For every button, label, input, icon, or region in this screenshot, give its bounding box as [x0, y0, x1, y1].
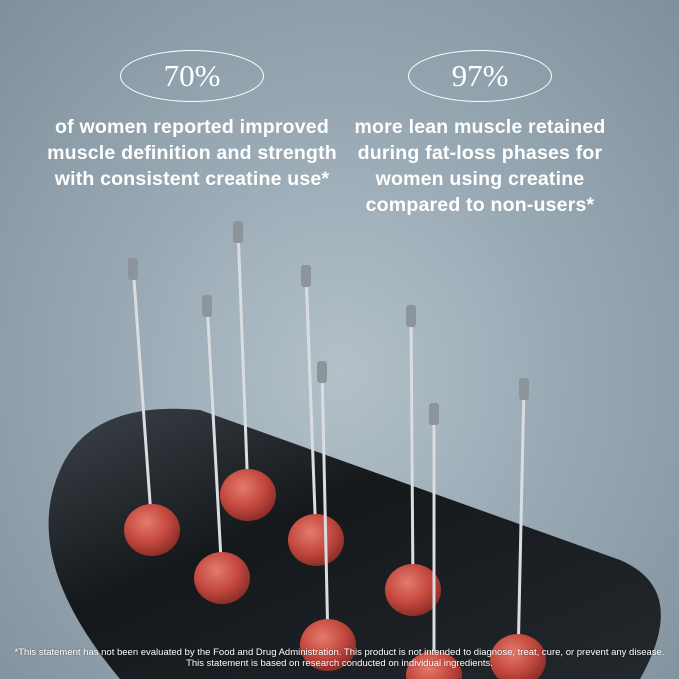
gummy	[385, 564, 441, 616]
skewer-cap	[519, 378, 529, 400]
tray	[48, 408, 661, 679]
skewer-stick	[304, 271, 318, 541]
skewer-cap	[406, 305, 416, 327]
disclaimer-line-2: This statement is based on research cond…	[186, 658, 493, 669]
skewer-stick	[131, 264, 154, 531]
skewer-stick	[205, 301, 224, 579]
skewer-stick	[236, 227, 250, 496]
gummy-sticks	[124, 221, 546, 679]
disclaimer-line-1: *This statement has not been evaluated b…	[14, 647, 665, 658]
stat-block-1: 70% of women reported improved muscle de…	[42, 50, 342, 192]
skewer-cap	[429, 403, 439, 425]
gummy	[124, 504, 180, 556]
gummy	[300, 619, 356, 671]
stat-value-pill: 70%	[120, 50, 264, 102]
skewer-stick	[320, 367, 330, 646]
skewer-cap	[202, 295, 212, 317]
stat-description: of women reported improved muscle defini…	[47, 116, 337, 190]
stat-block-2: 97% more lean muscle retained during fat…	[330, 50, 630, 218]
stat-value-pill: 97%	[408, 50, 552, 102]
skewer-stick	[516, 384, 526, 661]
skewer-stick	[409, 311, 415, 591]
skewer-cap	[128, 258, 138, 280]
gummy	[220, 469, 276, 521]
skewer-cap	[317, 361, 327, 383]
disclaimer: *This statement has not been evaluated b…	[0, 647, 679, 669]
gummy	[406, 651, 462, 679]
gummy	[288, 514, 344, 566]
gummy	[194, 552, 250, 604]
skewer-cap	[233, 221, 243, 243]
gummy	[490, 634, 546, 679]
skewer-cap	[301, 265, 311, 287]
stat-description: more lean muscle retained during fat-los…	[354, 116, 606, 216]
